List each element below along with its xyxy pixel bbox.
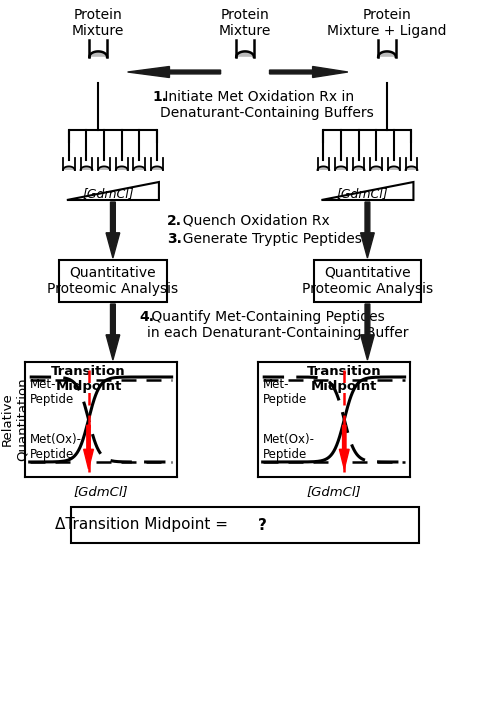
- Polygon shape: [322, 182, 413, 200]
- Polygon shape: [106, 304, 120, 360]
- FancyBboxPatch shape: [313, 260, 421, 302]
- Text: Protein
Mixture: Protein Mixture: [72, 8, 124, 38]
- Polygon shape: [67, 182, 159, 200]
- Polygon shape: [116, 167, 128, 170]
- Text: Transition
Midpoint: Transition Midpoint: [307, 365, 382, 393]
- Polygon shape: [335, 167, 347, 170]
- Polygon shape: [360, 304, 374, 360]
- Text: Transition
Midpoint: Transition Midpoint: [51, 365, 126, 393]
- Text: [GdmCl]: [GdmCl]: [336, 187, 388, 200]
- Text: 1.: 1.: [152, 90, 167, 104]
- Polygon shape: [360, 202, 374, 258]
- Polygon shape: [378, 51, 396, 57]
- Text: [GdmCl]: [GdmCl]: [306, 485, 361, 498]
- Text: Protein
Mixture: Protein Mixture: [219, 8, 271, 38]
- Text: Quantitative
Proteomic Analysis: Quantitative Proteomic Analysis: [48, 266, 179, 296]
- Polygon shape: [406, 167, 417, 170]
- Polygon shape: [81, 167, 92, 170]
- FancyBboxPatch shape: [71, 507, 420, 543]
- Text: 2.: 2.: [167, 214, 182, 228]
- Text: Met-
Peptide: Met- Peptide: [263, 378, 307, 406]
- Polygon shape: [151, 167, 163, 170]
- Polygon shape: [84, 425, 94, 469]
- Text: [GdmCl]: [GdmCl]: [73, 485, 128, 498]
- Polygon shape: [236, 51, 254, 57]
- Text: [GdmCl]: [GdmCl]: [82, 187, 134, 200]
- Polygon shape: [371, 167, 382, 170]
- Polygon shape: [106, 202, 120, 258]
- Text: Met(Ox)-
Peptide: Met(Ox)- Peptide: [263, 433, 315, 461]
- Polygon shape: [89, 51, 107, 57]
- Text: 3.: 3.: [167, 232, 181, 246]
- Text: Relative
Quantitation: Relative Quantitation: [1, 378, 29, 461]
- Polygon shape: [63, 167, 75, 170]
- Text: ?: ?: [258, 517, 267, 532]
- Text: Quantify Met-Containing Peptides
in each Denaturant-Containing Buffer: Quantify Met-Containing Peptides in each…: [147, 310, 408, 340]
- Text: Met(Ox)-
Peptide: Met(Ox)- Peptide: [30, 433, 82, 461]
- Polygon shape: [98, 167, 110, 170]
- Polygon shape: [353, 167, 364, 170]
- Text: Initiate Met Oxidation Rx in
Denaturant-Containing Buffers: Initiate Met Oxidation Rx in Denaturant-…: [160, 90, 373, 120]
- Polygon shape: [128, 67, 221, 77]
- Text: Met-
Peptide: Met- Peptide: [30, 378, 74, 406]
- Polygon shape: [317, 167, 329, 170]
- Polygon shape: [133, 167, 145, 170]
- Polygon shape: [339, 425, 349, 469]
- Text: Protein
Mixture + Ligand: Protein Mixture + Ligand: [327, 8, 447, 38]
- Polygon shape: [270, 67, 348, 77]
- Text: Generate Tryptic Peptides: Generate Tryptic Peptides: [174, 232, 361, 246]
- Text: Quench Oxidation Rx: Quench Oxidation Rx: [174, 214, 329, 228]
- FancyBboxPatch shape: [59, 260, 167, 302]
- Text: 4.: 4.: [139, 310, 155, 324]
- Text: ΔTransition Midpoint =: ΔTransition Midpoint =: [56, 517, 233, 532]
- Text: Quantitative
Proteomic Analysis: Quantitative Proteomic Analysis: [302, 266, 433, 296]
- Polygon shape: [388, 167, 400, 170]
